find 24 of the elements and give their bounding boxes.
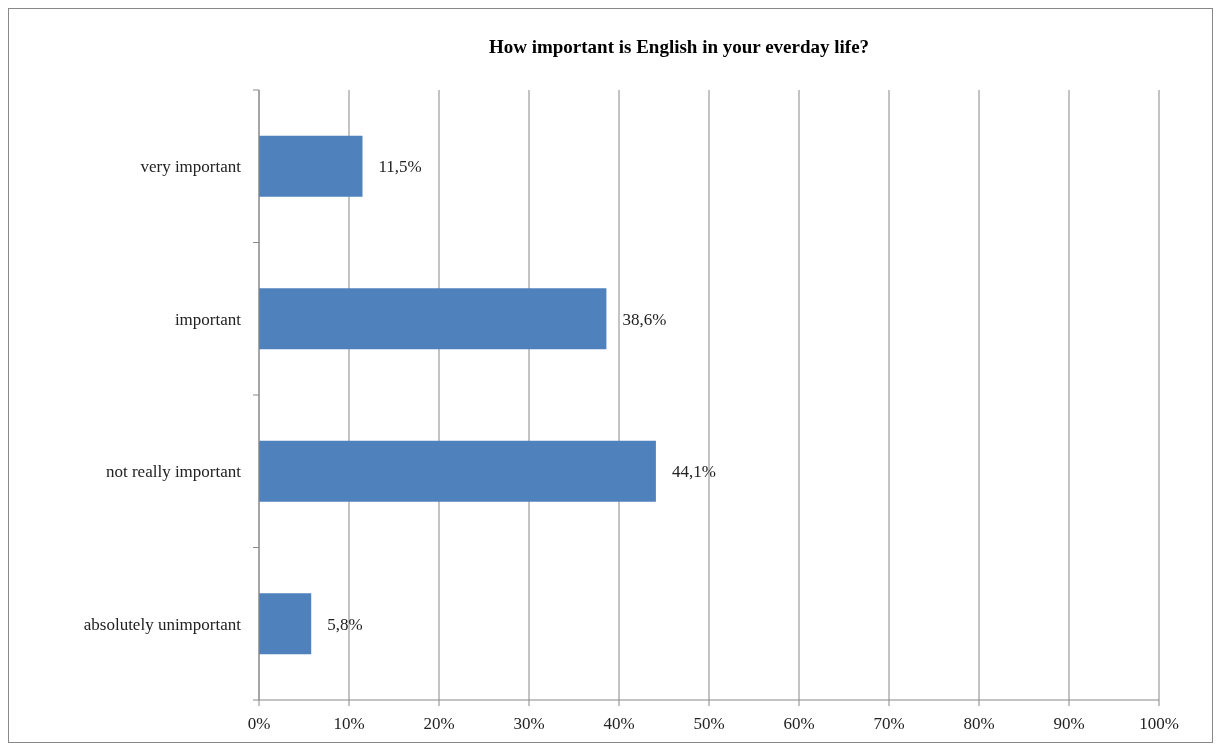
y-tick-label: very important [140, 157, 242, 177]
x-tick-label: 70% [873, 714, 905, 733]
x-tick-label: 30% [513, 714, 545, 733]
x-tick-label: 40% [603, 714, 635, 733]
data-label: 5,8% [327, 614, 363, 634]
bar [259, 135, 363, 197]
x-tick-label: 0% [247, 714, 271, 733]
chart-title: How important is English in your everday life? [488, 36, 870, 57]
data-label: 11,5% [378, 157, 422, 177]
bar [259, 440, 656, 502]
data-label: 44,1% [671, 462, 716, 482]
data-label: 38,6% [622, 309, 667, 329]
y-tick-label: important [174, 309, 242, 329]
x-tick-label: 20% [423, 714, 455, 733]
bar [259, 593, 312, 655]
bar [259, 288, 607, 350]
x-tick-label: 60% [783, 714, 815, 733]
x-tick-label: 50% [693, 714, 725, 733]
x-tick-label: 80% [963, 714, 995, 733]
x-tick-label: 10% [333, 714, 365, 733]
x-tick-label: 100% [1139, 714, 1179, 733]
y-tick-label: not really important [105, 462, 242, 482]
x-tick-label: 90% [1053, 714, 1085, 733]
y-tick-label: absolutely unimportant [83, 614, 242, 634]
